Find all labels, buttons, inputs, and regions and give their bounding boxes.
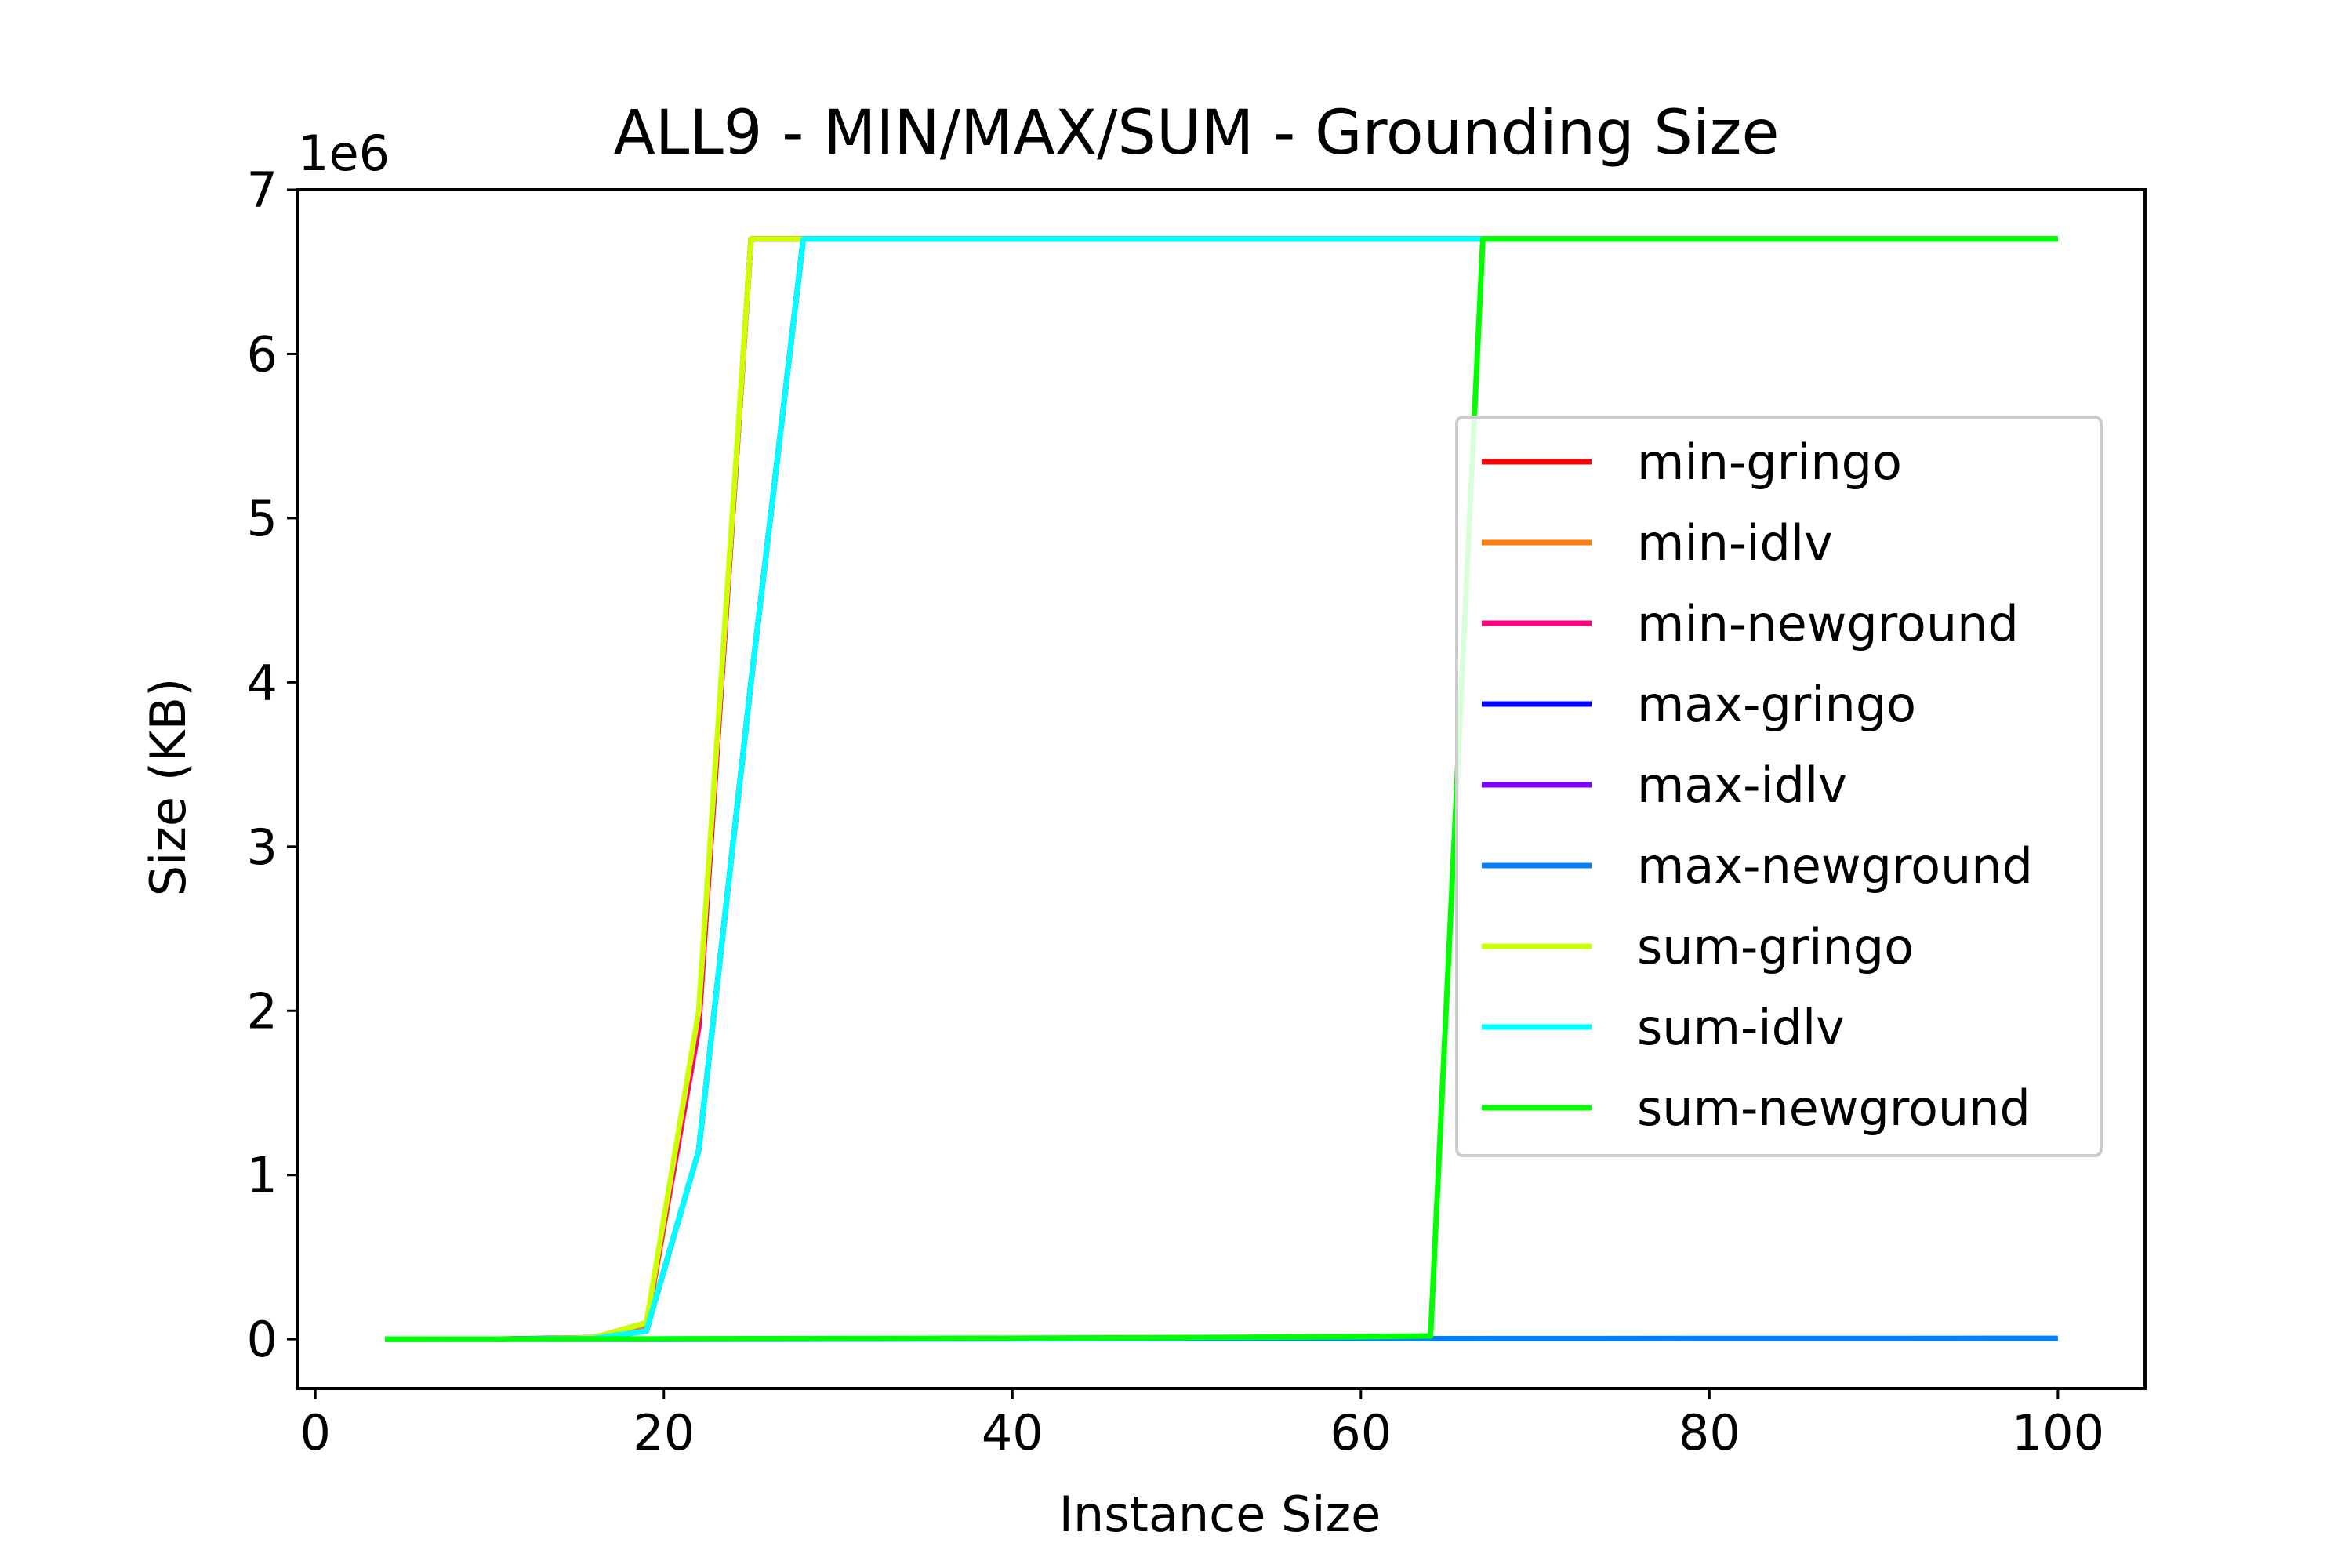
y-tick-label: 5 — [247, 490, 278, 547]
legend: min-gringo min-idlv min-newground max-gring… — [1455, 416, 2103, 1157]
y-tick-label: 1 — [247, 1147, 278, 1204]
x-tick-label: 20 — [633, 1404, 695, 1461]
legend-label: max-idlv — [1637, 757, 1847, 814]
legend-label: min-idlv — [1637, 514, 1833, 572]
y-tick-label: 3 — [247, 818, 278, 876]
x-axis-label: Instance Size — [1059, 1486, 1381, 1543]
legend-label: sum-newground — [1637, 1080, 2031, 1137]
legend-label: sum-idlv — [1637, 999, 1845, 1056]
x-tick-label: 80 — [1679, 1404, 1740, 1461]
legend-label: min-newground — [1637, 595, 2019, 652]
y-tick-label: 7 — [247, 162, 278, 219]
y-tick-label: 4 — [247, 654, 278, 711]
legend-label: max-gringo — [1637, 676, 1916, 733]
x-tick-label: 100 — [2012, 1404, 2104, 1461]
legend-label: sum-gringo — [1637, 918, 1914, 975]
x-tick-label: 0 — [299, 1404, 330, 1461]
y-tick-label: 6 — [247, 325, 278, 383]
x-tick-label: 40 — [982, 1404, 1044, 1461]
legend-label: min-gringo — [1637, 434, 1902, 491]
legend-label: max-newground — [1637, 837, 2033, 895]
x-axis: 0 20 40 60 80 100 — [299, 1388, 2104, 1461]
plot-frame — [296, 188, 2147, 1390]
plot-lines — [385, 236, 2058, 1342]
y-axis: 0 1 2 3 4 5 6 7 — [247, 162, 298, 1368]
legend-box — [1455, 416, 2103, 1157]
y-tick-label: 0 — [247, 1311, 278, 1368]
y-offset-label: 1e6 — [298, 125, 390, 182]
y-tick-label: 2 — [247, 982, 278, 1040]
x-tick-label: 60 — [1330, 1404, 1392, 1461]
chart-title: ALL9 - MIN/MAX/SUM - Grounding Size — [614, 98, 1780, 169]
y-axis-label: Size (KB) — [140, 678, 197, 897]
